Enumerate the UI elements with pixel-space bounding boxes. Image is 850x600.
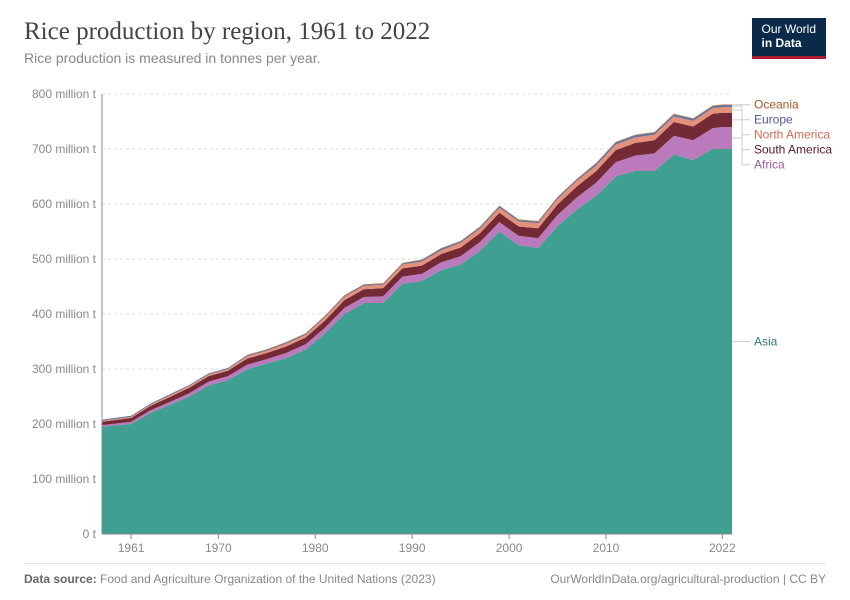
x-tick-label: 1970 bbox=[205, 541, 232, 555]
page-title: Rice production by region, 1961 to 2022 bbox=[24, 18, 826, 46]
legend-connector bbox=[732, 110, 750, 135]
footer: Data source: Food and Agriculture Organi… bbox=[24, 563, 826, 586]
logo-line1: Our World bbox=[762, 22, 816, 36]
legend-label-north-america: North America bbox=[754, 128, 830, 142]
y-tick-label: 700 million t bbox=[32, 142, 97, 156]
y-tick-label: 300 million t bbox=[32, 362, 97, 376]
legend-label-africa: Africa bbox=[754, 158, 785, 172]
y-tick-label: 100 million t bbox=[32, 472, 97, 486]
x-tick-label: 1990 bbox=[399, 541, 426, 555]
x-tick-label: 2022 bbox=[709, 541, 736, 555]
y-tick-label: 0 t bbox=[83, 527, 97, 541]
x-tick-label: 1961 bbox=[118, 541, 145, 555]
x-tick-label: 2010 bbox=[593, 541, 620, 555]
legend-connector bbox=[732, 138, 750, 165]
owid-logo: Our World in Data bbox=[752, 18, 826, 59]
x-tick-label: 2000 bbox=[496, 541, 523, 555]
x-tick-label: 1980 bbox=[302, 541, 329, 555]
legend-label-asia: Asia bbox=[754, 335, 778, 349]
chart-container: 0 t 100 million t 200 million t 300 million… bbox=[24, 88, 826, 548]
logo-line2: in Data bbox=[762, 36, 802, 50]
legend-connector bbox=[732, 106, 750, 120]
footer-source-value: Food and Agriculture Organization of the… bbox=[100, 572, 436, 586]
footer-source-label: Data source: bbox=[24, 572, 97, 586]
y-tick-label: 600 million t bbox=[32, 197, 97, 211]
area-asia bbox=[102, 149, 732, 534]
footer-attribution: OurWorldInData.org/agricultural-producti… bbox=[550, 572, 826, 586]
page-subtitle: Rice production is measured in tonnes pe… bbox=[24, 50, 826, 66]
legend-label-europe: Europe bbox=[754, 113, 793, 127]
legend-label-south-america: South America bbox=[754, 143, 832, 157]
y-tick-label: 500 million t bbox=[32, 252, 97, 266]
stacked-area-chart: 0 t 100 million t 200 million t 300 million… bbox=[24, 88, 826, 548]
legend-label-oceania: Oceania bbox=[754, 98, 799, 112]
y-tick-label: 800 million t bbox=[32, 87, 97, 101]
y-tick-label: 400 million t bbox=[32, 307, 97, 321]
y-tick-label: 200 million t bbox=[32, 417, 97, 431]
footer-source: Data source: Food and Agriculture Organi… bbox=[24, 572, 436, 586]
